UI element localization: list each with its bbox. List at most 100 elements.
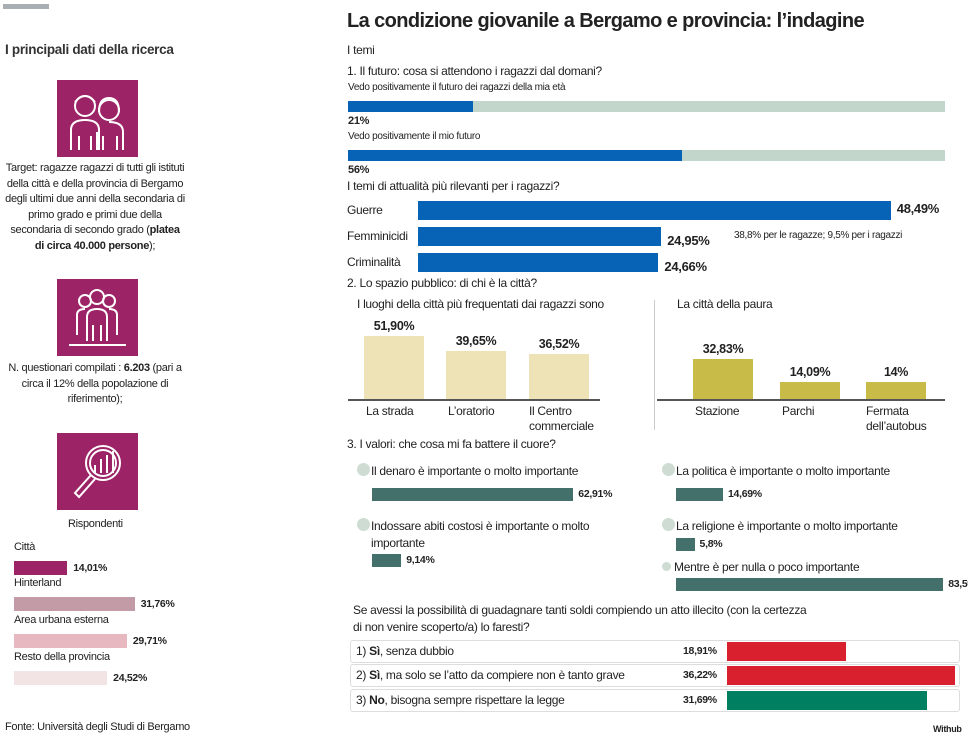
questionari-text: N. questionari compilati : 6.203 (pari a… xyxy=(8,362,182,405)
value-bar xyxy=(372,554,402,567)
value-percent: 5,8% xyxy=(699,538,723,550)
respondent-label: Resto della provincia xyxy=(14,651,110,663)
illecito-question: Se avessi la possibilità di guadagnare t… xyxy=(353,603,807,634)
value-percent: 62,91% xyxy=(578,488,613,500)
divider xyxy=(654,300,655,430)
value-bar xyxy=(676,488,723,501)
future-track xyxy=(348,101,945,112)
value-percent: 83,5% xyxy=(948,578,968,590)
respondent-bar xyxy=(14,634,127,648)
value-bar xyxy=(372,488,574,501)
section-subtitle: I temi xyxy=(347,43,375,57)
future-label: Vedo positivamente il mio futuro xyxy=(348,131,481,142)
section-3-title: 3. I valori: che cosa mi fa battere il c… xyxy=(347,437,556,451)
answer-value: 31,69% xyxy=(683,694,717,706)
target-text: Target: ragazze ragazzi di tutti gli ist… xyxy=(5,162,185,252)
topic-value: 24,95% xyxy=(667,233,710,248)
value-label: Il denaro è importante o molto important… xyxy=(371,464,579,478)
bullet-dot-icon xyxy=(357,463,370,476)
future-fill xyxy=(348,150,683,161)
answer-value: 36,22% xyxy=(683,669,717,681)
column-value: 14% xyxy=(883,364,909,379)
column-label: La strada xyxy=(366,404,414,418)
future-value: 56% xyxy=(348,164,370,176)
future-track xyxy=(348,150,945,161)
respondent-bar xyxy=(14,671,108,685)
answer-bold: No xyxy=(369,693,385,707)
column-bar xyxy=(693,358,753,399)
top-rule xyxy=(3,4,49,9)
answer-label: 3) No, bisogna sempre rispettare la legg… xyxy=(356,693,565,707)
future-fill xyxy=(348,101,474,112)
respondent-label: Area urbana esterna xyxy=(14,614,109,626)
topic-bar xyxy=(418,227,662,246)
group-icon xyxy=(57,279,138,356)
future-value: 21% xyxy=(348,115,370,127)
value-percent: 9,14% xyxy=(406,554,435,566)
rispondenti-label: Rispondenti xyxy=(68,518,123,530)
future-label: Vedo positivamente il futuro dei ragazzi… xyxy=(348,82,566,93)
column-value: 36,52% xyxy=(538,337,580,352)
column-chart-title: La città della paura xyxy=(677,297,773,311)
bullet-dot-icon xyxy=(662,518,675,531)
topic-value: 48,49% xyxy=(896,201,940,216)
topics-question: I temi di attualità più rilevanti per i … xyxy=(347,179,560,193)
column-label: Il Centro commerciale xyxy=(529,404,594,433)
column-bar xyxy=(364,335,424,399)
column-value: 39,65% xyxy=(455,333,497,348)
topic-label: Guerre xyxy=(347,203,383,217)
respondent-value: 31,76% xyxy=(140,598,175,610)
value-label: Mentre è per nulla o poco importante xyxy=(674,560,860,574)
answer-number: 1) xyxy=(356,644,370,658)
credit: Withub xyxy=(933,724,962,734)
column-label: Fermata dell’autobus xyxy=(866,404,927,433)
column-label: L’oratorio xyxy=(448,404,495,418)
section-1-title: 1. Il futuro: cosa si attendono i ragazz… xyxy=(347,64,602,78)
source-note: Fonte: Università degli Studi di Bergamo xyxy=(5,721,190,733)
respondent-label: Hinterland xyxy=(14,577,62,589)
bullet-dot-icon xyxy=(357,518,370,531)
topic-value: 24,66% xyxy=(664,259,707,274)
topic-label: Criminalità xyxy=(347,255,401,269)
column-bar xyxy=(529,354,589,399)
column-bar xyxy=(446,350,506,399)
column-label: Stazione xyxy=(695,404,740,418)
answer-bar xyxy=(727,666,956,685)
section-2-title: 2. Lo spazio pubblico: di chi è la città… xyxy=(347,276,537,290)
topic-label: Femminicidi xyxy=(347,229,408,243)
value-label: La religione è importante o molto import… xyxy=(676,519,898,533)
column-value: 32,83% xyxy=(702,341,744,356)
answer-bold: Sì xyxy=(369,668,380,682)
column-bar xyxy=(866,381,926,399)
column-value: 14,09% xyxy=(789,364,831,379)
answer-bar xyxy=(727,642,847,661)
value-percent: 14,69% xyxy=(728,488,762,500)
answer-number: 3) xyxy=(356,693,370,707)
answer-number: 2) xyxy=(356,668,370,682)
bullet-dot-icon xyxy=(662,562,671,571)
baseline xyxy=(348,399,600,401)
magnifier-chart-icon xyxy=(57,433,138,510)
answer-row xyxy=(350,664,960,687)
column-value: 51,90% xyxy=(373,318,415,333)
answer-bar xyxy=(727,691,927,710)
respondent-value: 14,01% xyxy=(73,562,108,574)
value-label: La politica è importante o molto importa… xyxy=(676,464,890,478)
answer-text: , senza dubbio xyxy=(379,644,454,658)
respondent-value: 24,52% xyxy=(113,672,147,684)
answer-value: 18,91% xyxy=(683,645,717,657)
femminicidi-note: 38,8% per le ragazze; 9,5% per i ragazzi xyxy=(734,230,903,241)
baseline xyxy=(657,399,945,401)
answer-row xyxy=(350,640,960,663)
respondent-value: 29,71% xyxy=(132,635,167,647)
left-heading: I principali dati della ricerca xyxy=(5,42,174,57)
value-bar xyxy=(676,538,695,551)
bullet-dot-icon xyxy=(662,463,675,476)
answer-row xyxy=(350,689,960,712)
topic-bar xyxy=(418,201,891,220)
answer-label: 1) Sì, senza dubbio xyxy=(356,644,454,658)
respondent-label: Città xyxy=(14,541,36,553)
value-bar xyxy=(676,578,944,591)
value-label: Indossare abiti costosi è importante o m… xyxy=(371,519,590,550)
column-label: Parchi xyxy=(782,404,815,418)
